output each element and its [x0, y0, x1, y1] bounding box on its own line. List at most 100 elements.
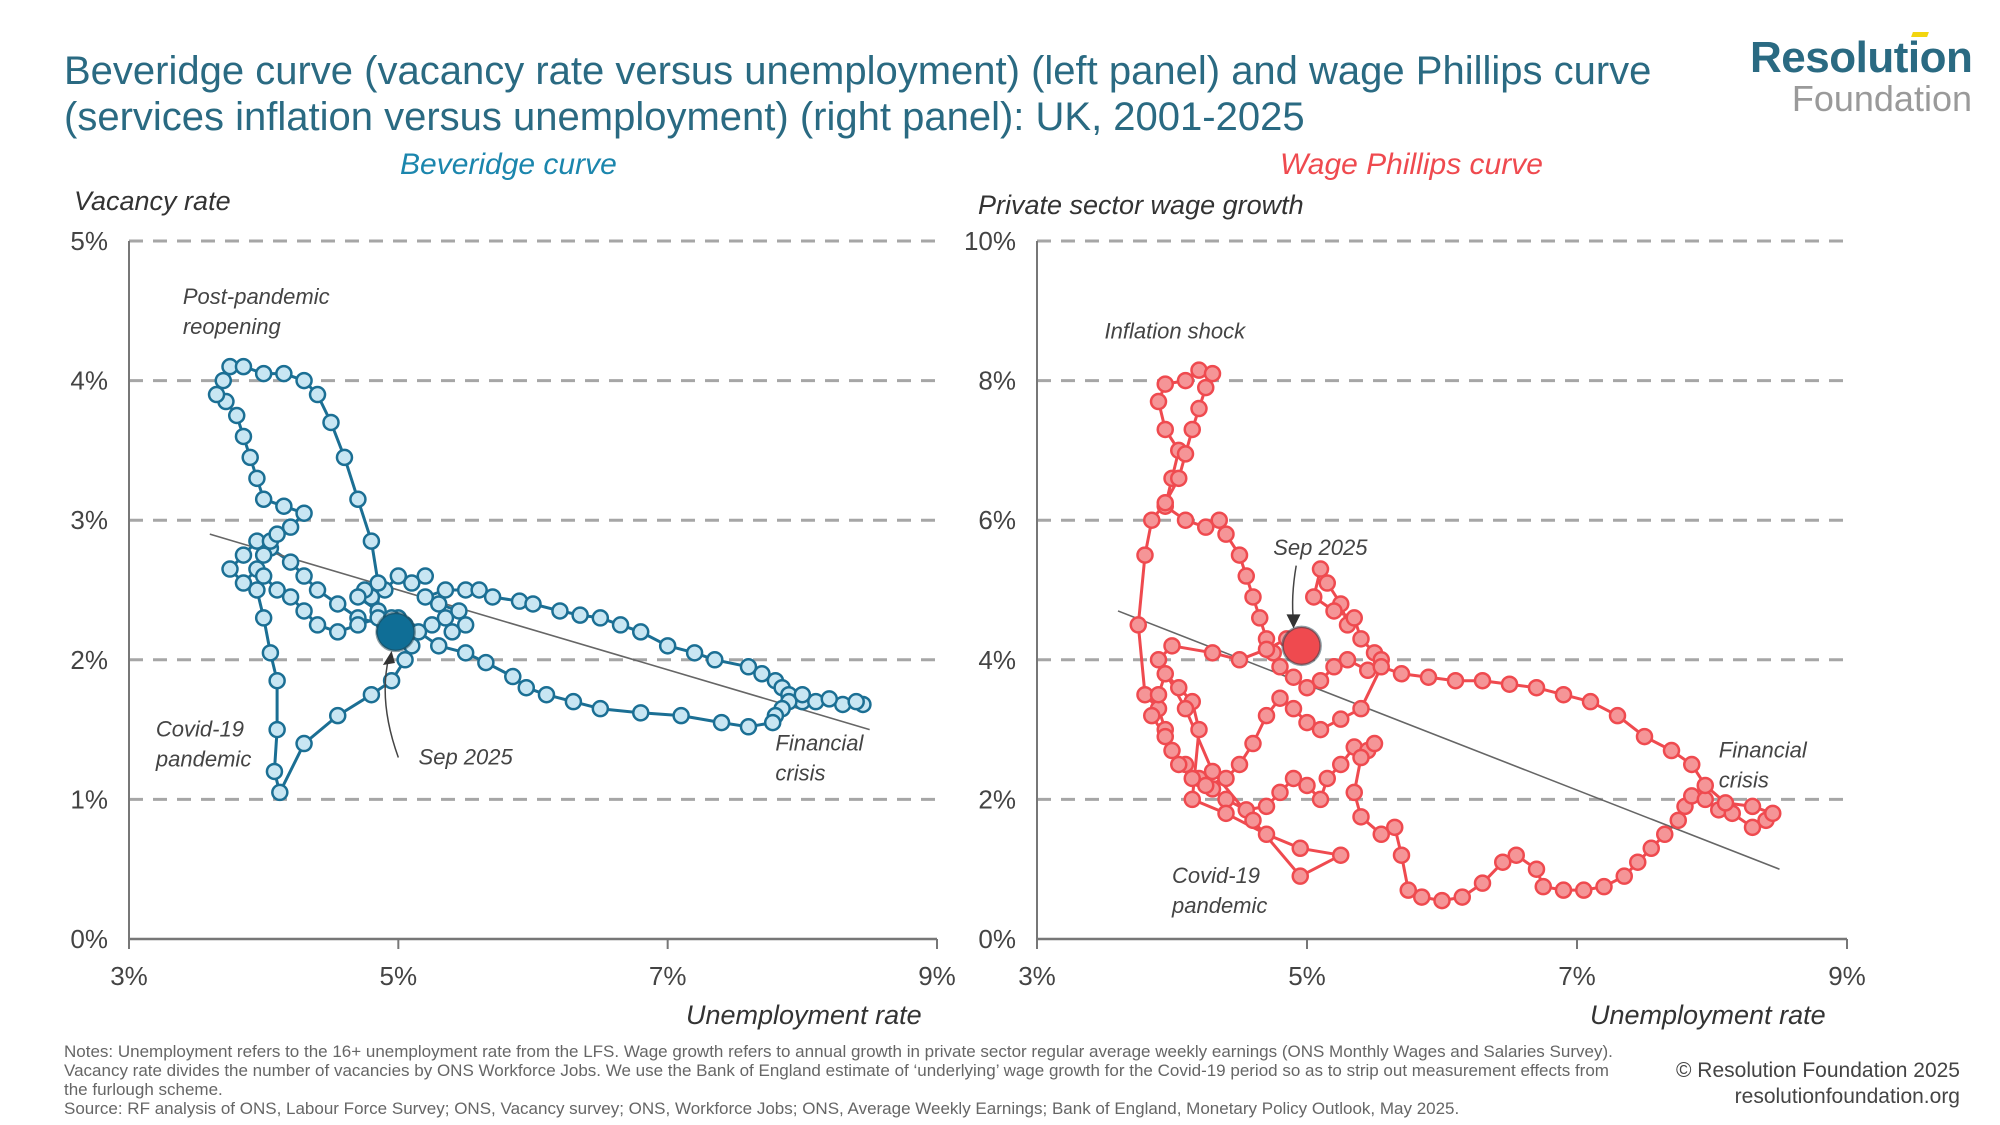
beveridge-data-point [517, 678, 536, 697]
phillips-data-point [1372, 658, 1390, 676]
phillips-trendline [1117, 610, 1780, 870]
phillips-data-point [1230, 651, 1249, 669]
beveridge-data-point [564, 692, 583, 711]
phillips-data-point [1311, 560, 1330, 578]
phillips-data-point [1318, 769, 1336, 788]
phillips-annotation: Covid-19 pandemic [1171, 863, 1267, 918]
phillips-data-point [1305, 588, 1323, 606]
beveridge-y-tick-label: 1% [70, 784, 108, 814]
beveridge-data-point [456, 644, 475, 662]
beveridge-y-tick-label: 4% [70, 366, 108, 396]
beveridge-data-point [537, 685, 556, 704]
phillips-data-point [1143, 706, 1161, 725]
phillips-data-point [1554, 685, 1573, 704]
phillips-data-point [1494, 853, 1512, 871]
left-x-axis-label: Unemployment rate [686, 1000, 922, 1030]
left-y-axis-label: Vacancy rate [74, 186, 231, 216]
beveridge-y-tick-label: 0% [70, 924, 108, 954]
sep-2025-arrow [1291, 565, 1297, 622]
beveridge-data-point [268, 581, 286, 599]
phillips-data-point [1203, 644, 1222, 662]
beveridge-data-point [631, 704, 650, 722]
beveridge-data-point [254, 609, 273, 627]
phillips-latest-point [1281, 625, 1322, 667]
phillips-data-point [1244, 588, 1262, 606]
phillips-annotation: Inflation shock [1105, 319, 1247, 344]
phillips-data-point [1149, 651, 1168, 669]
beveridge-data-point [396, 651, 414, 669]
phillips-x-tick-label: 9% [1828, 961, 1866, 991]
beveridge-data-point [382, 671, 401, 690]
beveridge-data-point [793, 685, 812, 704]
left-panel-title: Beveridge curve [400, 148, 617, 181]
beveridge-x-tick-label: 9% [918, 961, 956, 991]
phillips-data-point [1284, 769, 1303, 788]
sep-2025-arrowhead-icon [1286, 614, 1301, 629]
phillips-data-point [1271, 689, 1289, 707]
beveridge-data-point [254, 567, 273, 585]
phillips-data-point [1338, 651, 1357, 669]
phillips-data-point [1284, 668, 1303, 686]
phillips-data-point [1170, 469, 1188, 488]
beveridge-data-point [763, 713, 782, 732]
phillips-data-point [1271, 783, 1289, 802]
phillips-data-point [1372, 825, 1390, 844]
beveridge-data-point [254, 490, 273, 509]
phillips-data-point [1392, 846, 1411, 864]
beveridge-data-point [820, 690, 839, 708]
phillips-data-point [1217, 769, 1235, 788]
beveridge-latest-point [375, 611, 416, 653]
beveridge-data-point [504, 667, 522, 686]
beveridge-data-point [362, 685, 381, 704]
beveridge-trendline [209, 533, 870, 731]
beveridge-y-tick-label: 5% [70, 226, 108, 256]
beveridge-data-point [591, 609, 610, 627]
phillips-data-point [1197, 776, 1215, 795]
phillips-data-point [1197, 518, 1215, 536]
beveridge-data-point [275, 497, 293, 515]
phillips-data-point [1230, 755, 1249, 774]
beveridge-data-point [248, 581, 266, 599]
beveridge-annotation: Sep 2025 [419, 745, 514, 770]
beveridge-data-point [477, 653, 495, 672]
phillips-data-point [1203, 364, 1222, 383]
phillips-data-point [1683, 755, 1701, 774]
resolution-foundation-logo: Resolution Foundation [1750, 32, 1973, 118]
phillips-data-point [1696, 776, 1714, 795]
phillips-data-point [1244, 734, 1262, 753]
phillips-data-point [1311, 671, 1330, 690]
beveridge-annotation: Financial crisis [775, 731, 864, 786]
phillips-data-point [1716, 794, 1735, 812]
website-link[interactable]: resolutionfoundation.org [1734, 1085, 1960, 1108]
beveridge-data-point [429, 595, 448, 613]
phillips-data-point [1257, 640, 1276, 659]
beveridge-data-point [712, 713, 731, 732]
phillips-data-point [1291, 867, 1309, 885]
phillips-y-tick-label: 0% [978, 924, 1016, 954]
beveridge-x-tick-label: 7% [649, 961, 687, 991]
phillips-data-point [1203, 762, 1222, 781]
phillips-data-point [1629, 853, 1647, 871]
beveridge-data-point [739, 718, 758, 736]
beveridge-x-tick-label: 5% [380, 961, 418, 991]
phillips-data-point [1257, 797, 1276, 816]
beveridge-data-point [685, 644, 704, 662]
beveridge-data-point [295, 371, 313, 390]
phillips-data-point [1575, 881, 1593, 899]
phillips-data-point [1230, 546, 1249, 564]
phillips-data-point [1345, 783, 1363, 802]
phillips-data-point [1743, 818, 1762, 837]
beveridge-data-point [328, 623, 347, 641]
beveridge-data-point [524, 595, 542, 613]
phillips-x-tick-label: 5% [1288, 961, 1326, 991]
beveridge-data-point [322, 413, 340, 432]
phillips-data-point [1298, 713, 1316, 732]
beveridge-data-point [261, 644, 280, 662]
phillips-data-point [1298, 678, 1316, 697]
phillips-data-point [1190, 399, 1208, 418]
phillips-data-point [1170, 678, 1188, 697]
beveridge-data-point [234, 574, 253, 592]
beveridge-data-point [443, 623, 461, 641]
phillips-data-point [1554, 881, 1573, 899]
